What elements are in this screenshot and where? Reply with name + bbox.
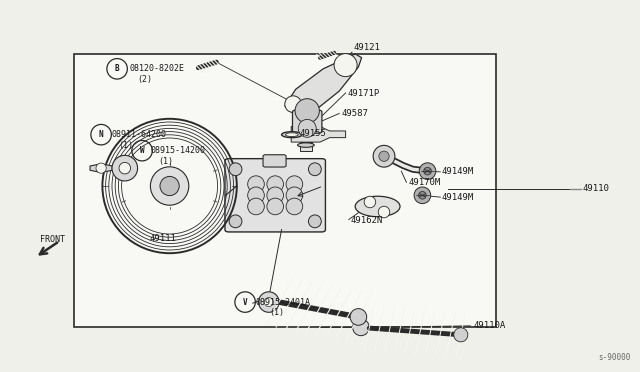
Ellipse shape bbox=[229, 215, 242, 228]
Text: (1): (1) bbox=[159, 157, 173, 166]
Ellipse shape bbox=[285, 96, 301, 112]
Ellipse shape bbox=[298, 119, 316, 137]
Ellipse shape bbox=[267, 176, 284, 192]
Text: N: N bbox=[99, 130, 104, 139]
Ellipse shape bbox=[295, 99, 319, 123]
Ellipse shape bbox=[419, 163, 436, 179]
Ellipse shape bbox=[454, 328, 468, 342]
Text: 49170M: 49170M bbox=[408, 178, 440, 187]
Text: (2): (2) bbox=[138, 76, 152, 84]
Text: 08911-64200: 08911-64200 bbox=[112, 130, 167, 139]
Text: 49149M: 49149M bbox=[442, 193, 474, 202]
Polygon shape bbox=[285, 54, 362, 112]
Text: 49587: 49587 bbox=[341, 109, 368, 118]
Ellipse shape bbox=[259, 292, 279, 312]
Ellipse shape bbox=[248, 176, 264, 192]
Ellipse shape bbox=[119, 163, 131, 174]
Text: (1): (1) bbox=[269, 308, 284, 317]
Polygon shape bbox=[300, 142, 312, 151]
Text: B: B bbox=[115, 64, 120, 73]
Text: 49110A: 49110A bbox=[474, 321, 506, 330]
Ellipse shape bbox=[267, 198, 284, 215]
Ellipse shape bbox=[424, 167, 431, 175]
Ellipse shape bbox=[308, 163, 321, 176]
Text: 49162N: 49162N bbox=[351, 216, 383, 225]
Ellipse shape bbox=[373, 145, 395, 167]
Text: (1): (1) bbox=[118, 141, 133, 150]
FancyBboxPatch shape bbox=[263, 155, 286, 167]
Ellipse shape bbox=[364, 196, 376, 208]
Ellipse shape bbox=[286, 198, 303, 215]
Bar bbox=[74, 54, 496, 327]
Ellipse shape bbox=[286, 187, 303, 203]
Ellipse shape bbox=[285, 133, 298, 137]
Ellipse shape bbox=[267, 187, 284, 203]
Ellipse shape bbox=[229, 163, 242, 176]
Ellipse shape bbox=[248, 187, 264, 203]
Ellipse shape bbox=[308, 215, 321, 228]
Ellipse shape bbox=[379, 151, 389, 161]
Ellipse shape bbox=[334, 54, 357, 77]
Ellipse shape bbox=[160, 176, 179, 196]
Text: 49110: 49110 bbox=[582, 184, 609, 193]
Ellipse shape bbox=[150, 167, 189, 205]
Text: V: V bbox=[243, 298, 248, 307]
Ellipse shape bbox=[353, 319, 369, 336]
Text: 49111: 49111 bbox=[150, 234, 177, 243]
Text: 49155: 49155 bbox=[300, 129, 326, 138]
FancyBboxPatch shape bbox=[292, 110, 322, 133]
Text: W: W bbox=[140, 146, 145, 155]
Text: 08915-3401A: 08915-3401A bbox=[256, 298, 311, 307]
Ellipse shape bbox=[378, 206, 390, 218]
Ellipse shape bbox=[248, 198, 264, 215]
Text: 08120-8202E: 08120-8202E bbox=[129, 64, 184, 73]
Text: 49121: 49121 bbox=[354, 43, 381, 52]
FancyBboxPatch shape bbox=[225, 159, 325, 232]
Ellipse shape bbox=[355, 196, 400, 217]
Ellipse shape bbox=[350, 309, 367, 325]
Ellipse shape bbox=[419, 192, 426, 199]
Text: 49171P: 49171P bbox=[348, 89, 380, 97]
Ellipse shape bbox=[112, 155, 138, 181]
Ellipse shape bbox=[96, 163, 106, 173]
Text: 08915-14200: 08915-14200 bbox=[150, 146, 205, 155]
Text: s-90000: s-90000 bbox=[598, 353, 630, 362]
Ellipse shape bbox=[414, 187, 431, 203]
Text: FRONT: FRONT bbox=[40, 235, 65, 244]
Ellipse shape bbox=[282, 132, 302, 138]
Ellipse shape bbox=[286, 176, 303, 192]
Ellipse shape bbox=[264, 298, 273, 307]
Polygon shape bbox=[291, 126, 346, 142]
Polygon shape bbox=[90, 164, 112, 173]
Text: 49149M: 49149M bbox=[442, 167, 474, 176]
Ellipse shape bbox=[298, 143, 314, 147]
